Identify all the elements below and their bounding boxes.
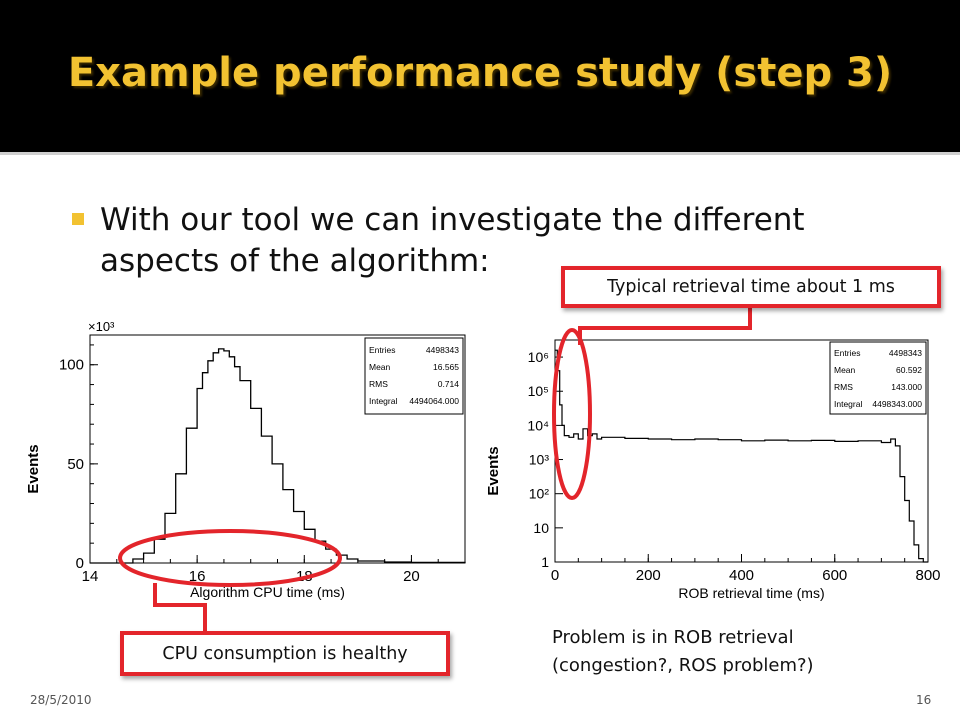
cpu-xlabel: Algorithm CPU time (ms) — [190, 584, 345, 600]
cpu-callout: CPU consumption is healthy — [120, 631, 450, 676]
rob-stats-label: Mean — [834, 365, 856, 375]
cpu-ylabel: Events — [25, 444, 42, 493]
rob-xtick-label: 200 — [636, 567, 661, 584]
cpu-xtick-label: 14 — [82, 568, 99, 585]
problem-line-1: Problem is in ROB retrieval — [552, 627, 794, 648]
cpu-xtick-label: 16 — [189, 568, 206, 585]
rob-retrieval-histogram: 0 200 400 600 800 1 10 10² 10³ 10⁴ 10⁵ 10⁶ ROB retri… — [485, 339, 941, 601]
cpu-ytick-label: 50 — [67, 456, 84, 473]
cpu-time-histogram: 14 16 18 20 0 50 100 ×10³ Algorithm CPU time (ms… — [25, 319, 466, 600]
cpu-stats-label: Mean — [369, 362, 391, 372]
cpu-stats-value: 16.565 — [433, 362, 459, 372]
rob-stats-value: 143.000 — [891, 382, 922, 392]
cpu-stats-value: 0.714 — [438, 379, 460, 389]
rob-stats-value: 4498343 — [889, 348, 922, 358]
rob-xtick-label: 0 — [551, 567, 559, 584]
cpu-stats-label: RMS — [369, 379, 388, 389]
cpu-xtick-label: 18 — [296, 568, 313, 585]
cpu-stats-label: Entries — [369, 345, 395, 355]
rob-stats-box — [829, 341, 927, 415]
footer-page-number: 16 — [916, 693, 932, 707]
slide-title: Example performance study (step 3) — [67, 50, 893, 96]
rob-ytick-label: 10⁵ — [528, 383, 549, 399]
cpu-ytick-label: 0 — [76, 555, 84, 572]
rob-ylabel: Events — [485, 446, 502, 495]
rob-xtick-label: 600 — [822, 567, 847, 584]
rob-stats-value: 60.592 — [896, 365, 922, 375]
rob-xtick-label: 400 — [729, 567, 754, 584]
rob-xlabel: ROB retrieval time (ms) — [678, 585, 824, 601]
bullet-square-icon — [72, 213, 84, 225]
cpu-stats-value: 4498343 — [426, 345, 459, 355]
rob-ytick-label: 10² — [529, 486, 550, 502]
cpu-stats-box — [364, 337, 464, 415]
rob-ytick-label: 10⁴ — [527, 417, 549, 433]
cpu-ytick-label: 100 — [59, 357, 84, 374]
cpu-stats-value: 4494064.000 — [409, 396, 459, 406]
bullet-text: With our tool we can investigate the dif… — [100, 202, 805, 279]
cpu-y-multiplier: ×10³ — [88, 319, 115, 334]
rob-callout: Typical retrieval time about 1 ms — [561, 266, 941, 308]
rob-ytick-label: 10⁶ — [528, 349, 549, 365]
rob-stats-value: 4498343.000 — [872, 399, 922, 409]
rob-stats-label: Entries — [834, 348, 860, 358]
footer-date: 28/5/2010 — [30, 693, 92, 707]
cpu-xtick-label: 20 — [403, 568, 420, 585]
problem-line-2: (congestion?, ROS problem?) — [552, 655, 814, 676]
rob-ytick-label: 10³ — [529, 452, 550, 468]
rob-xtick-label: 800 — [915, 567, 940, 584]
cpu-stats-label: Integral — [369, 396, 397, 406]
problem-text: Problem is in ROB retrieval (congestion?… — [552, 624, 892, 680]
rob-ytick-label: 1 — [541, 554, 549, 570]
rob-stats-label: Integral — [834, 399, 862, 409]
rob-stats-label: RMS — [834, 382, 853, 392]
rob-ytick-label: 10 — [533, 520, 549, 536]
